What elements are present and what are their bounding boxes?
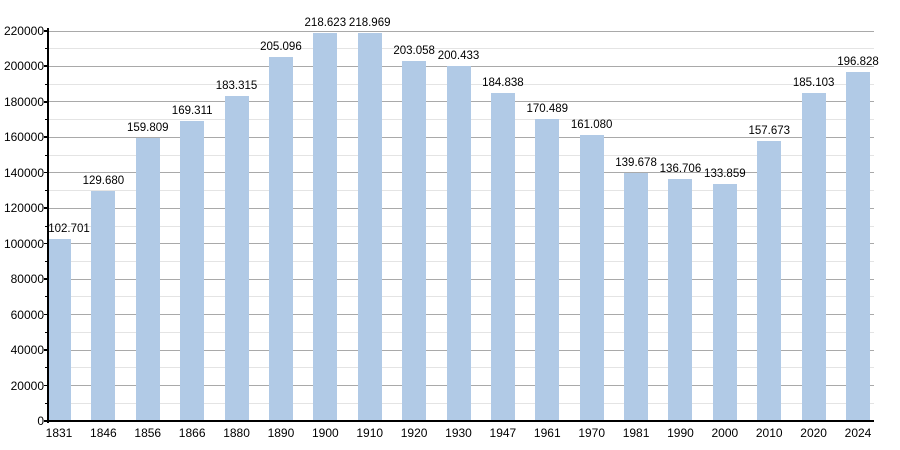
bar-2000: [712, 183, 737, 421]
y-axis-tick-label: 0: [37, 414, 44, 428]
y-axis-tick-label: 80000: [10, 272, 44, 287]
bar-1970: [579, 135, 604, 421]
bar-value-label: 218.969: [348, 16, 391, 29]
bar-value-label: 196.828: [837, 56, 879, 69]
bar-1930: [446, 65, 471, 421]
y-axis-tick-label: 160000: [3, 130, 44, 145]
y-axis-tick-label: 40000: [10, 343, 44, 358]
y-axis-tick: [44, 100, 49, 103]
bar-value-label: 203.058: [393, 45, 435, 58]
bar-value-label: 133.859: [704, 167, 746, 180]
y-axis-tick: [44, 384, 49, 387]
x-axis-tick-label: 2024: [844, 426, 872, 440]
bar-1900: [313, 33, 338, 421]
y-axis-tick-label: 200000: [3, 59, 44, 74]
y-axis-tick-label: 100000: [3, 236, 44, 251]
y-axis-tick: [44, 278, 49, 280]
x-axis-tick-label: 1856: [134, 426, 162, 440]
x-axis-tick-label: 1947: [489, 426, 517, 440]
y-axis-tick-label: 220000: [3, 24, 44, 38]
bar-value-label: 161.080: [570, 119, 613, 132]
bar-1910: [357, 32, 382, 421]
x-axis-tick-label: 2000: [711, 426, 739, 440]
bar-1856: [135, 137, 160, 421]
y-axis-tick: [44, 420, 49, 422]
y-axis-tick: [45, 119, 49, 121]
bar-value-label: 169.311: [171, 104, 213, 117]
y-axis-tick: [45, 83, 49, 85]
x-axis-tick-label: 1900: [311, 426, 339, 440]
x-axis-tick-label: 1880: [223, 426, 250, 440]
x-axis-tick-label: 1866: [178, 426, 206, 440]
bar-1831: [47, 238, 71, 421]
x-axis-tick-label: 1990: [667, 426, 694, 440]
bar-value-label: 185.103: [792, 76, 835, 89]
bar-value-label: 200.433: [437, 49, 480, 62]
y-axis-tick: [44, 349, 49, 351]
y-axis-tick-label: 60000: [10, 307, 44, 322]
x-axis-tick-label: 1846: [90, 426, 117, 440]
bar-value-label: 136.706: [659, 162, 702, 175]
x-axis-tick-label: 1831: [45, 426, 73, 440]
bar-value-label: 184.838: [482, 77, 524, 90]
bar-value-label: 218.623: [304, 17, 347, 30]
x-axis-tick-label: 2010: [755, 426, 783, 440]
bar-2024: [846, 72, 871, 421]
x-axis-tick-label: 1890: [267, 426, 295, 440]
y-axis-tick: [45, 190, 49, 192]
bar-1866: [180, 120, 205, 421]
bar-1947: [490, 93, 515, 421]
x-axis-tick-label: 1970: [578, 426, 606, 440]
bar-value-label: 205.096: [260, 41, 302, 54]
x-axis-line: [47, 420, 874, 423]
bar-value-label: 157.673: [748, 125, 791, 138]
bar-value-label: 102.701: [48, 222, 90, 235]
bar-value-label: 183.315: [215, 80, 258, 93]
bar-value-label: 170.489: [526, 102, 569, 115]
bar-value-label: 139.678: [615, 157, 657, 170]
bar-value-label: 159.809: [126, 121, 169, 134]
bar-1880: [224, 96, 249, 421]
major-gridline: [49, 30, 874, 32]
bar-value-label: 129.680: [82, 175, 125, 188]
minor-gridline: [49, 48, 874, 50]
x-axis-tick-label: 2020: [800, 426, 827, 440]
y-axis-tick: [44, 207, 49, 209]
x-axis-tick-label: 1910: [356, 426, 384, 440]
bar-1961: [535, 118, 560, 421]
y-axis-line: [47, 28, 49, 423]
y-axis-tick-label: 180000: [3, 94, 44, 109]
x-axis-tick-label: 1920: [400, 426, 428, 440]
y-axis-tick: [44, 171, 49, 174]
y-axis-tick: [44, 30, 49, 32]
y-axis-tick: [44, 136, 49, 138]
y-axis-tick: [44, 313, 49, 316]
x-axis-tick-label: 1961: [533, 426, 561, 440]
bar-2020: [801, 92, 826, 421]
y-axis-tick: [45, 154, 49, 156]
x-axis-tick-label: 1981: [622, 426, 650, 440]
y-axis-tick-label: 140000: [3, 165, 44, 180]
bar-1890: [268, 57, 293, 421]
bar-1846: [91, 191, 116, 421]
bar-1981: [624, 173, 649, 421]
y-axis-tick: [45, 225, 49, 227]
y-axis-tick: [45, 48, 49, 50]
bar-1920: [402, 61, 427, 421]
y-axis-tick-label: 20000: [10, 378, 44, 393]
y-axis-tick: [44, 65, 49, 68]
y-axis-tick: [44, 242, 49, 245]
x-axis-tick-label: 1930: [445, 426, 472, 440]
bar-2010: [757, 141, 782, 421]
y-axis-tick-label: 120000: [3, 201, 44, 216]
bar-1990: [668, 178, 693, 421]
